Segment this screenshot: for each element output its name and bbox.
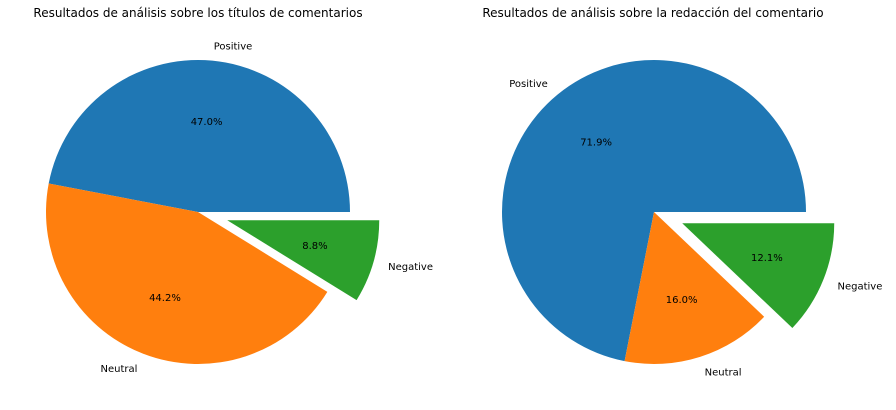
pie-slice-negative	[227, 220, 380, 301]
slice-percent-neutral: 16.0%	[666, 295, 698, 306]
slice-percent-neutral: 44.2%	[149, 293, 181, 304]
slice-percent-positive: 71.9%	[580, 138, 612, 149]
pie-chart-titles: Resultados de análisis sobre los títulos…	[33, 6, 433, 375]
slice-label-positive: Positive	[509, 79, 548, 90]
slice-label-neutral: Neutral	[705, 367, 742, 378]
slice-label-negative: Negative	[837, 281, 882, 292]
slice-label-positive: Positive	[214, 42, 253, 53]
chart-title: Resultados de análisis sobre la redacció…	[482, 6, 823, 20]
slice-percent-negative: 8.8%	[302, 241, 327, 252]
pie-slice-positive	[502, 59, 806, 362]
pie-slice-neutral	[624, 212, 765, 365]
pie-slice-negative	[682, 223, 835, 329]
pie-slice-neutral	[45, 183, 328, 365]
slice-label-negative: Negative	[388, 262, 433, 273]
chart-title: Resultados de análisis sobre los títulos…	[33, 6, 362, 20]
pie-chart-wording: Resultados de análisis sobre la redacció…	[482, 6, 882, 378]
slice-label-neutral: Neutral	[101, 364, 138, 375]
slice-percent-positive: 47.0%	[191, 117, 223, 128]
slice-percent-negative: 12.1%	[751, 253, 783, 264]
pie-slice-positive	[48, 59, 351, 212]
